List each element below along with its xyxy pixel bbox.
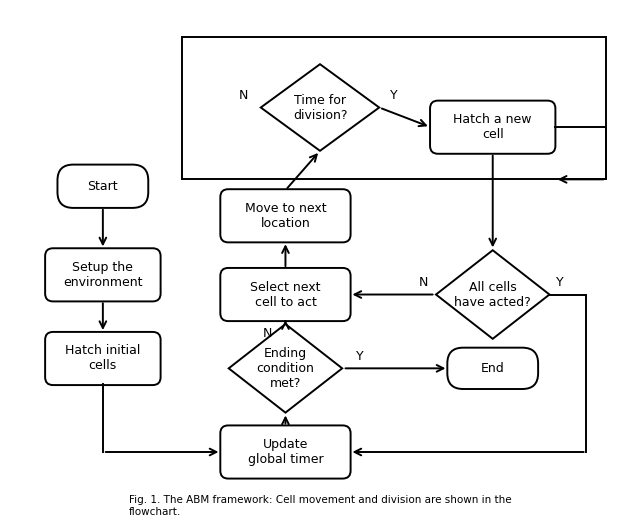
Text: Hatch a new
cell: Hatch a new cell	[454, 113, 532, 141]
Text: Start: Start	[88, 180, 118, 193]
Text: Time for
division?: Time for division?	[292, 94, 348, 122]
Text: Fig. 1. The ABM framework: Cell movement and division are shown in the
flowchart: Fig. 1. The ABM framework: Cell movement…	[129, 495, 511, 517]
Polygon shape	[436, 250, 550, 339]
Text: All cells
have acted?: All cells have acted?	[454, 280, 531, 308]
Text: Select next
cell to act: Select next cell to act	[250, 280, 321, 308]
Text: Update
global timer: Update global timer	[248, 438, 323, 466]
Text: N: N	[263, 327, 273, 340]
FancyBboxPatch shape	[220, 425, 351, 479]
Text: Setup the
environment: Setup the environment	[63, 261, 143, 289]
Text: Hatch initial
cells: Hatch initial cells	[65, 344, 141, 372]
Text: Move to next
location: Move to next location	[244, 202, 326, 230]
Text: Y: Y	[390, 89, 398, 102]
Text: Y: Y	[556, 276, 564, 289]
FancyBboxPatch shape	[45, 248, 161, 302]
FancyBboxPatch shape	[430, 101, 556, 154]
FancyBboxPatch shape	[447, 348, 538, 389]
Polygon shape	[228, 324, 342, 413]
Polygon shape	[260, 64, 380, 151]
FancyBboxPatch shape	[58, 165, 148, 208]
Text: N: N	[238, 89, 248, 102]
FancyBboxPatch shape	[45, 332, 161, 385]
FancyBboxPatch shape	[220, 268, 351, 321]
Text: Y: Y	[356, 350, 364, 363]
Text: Ending
condition
met?: Ending condition met?	[257, 347, 314, 390]
Text: N: N	[419, 276, 428, 289]
Text: End: End	[481, 362, 504, 375]
FancyBboxPatch shape	[220, 189, 351, 242]
